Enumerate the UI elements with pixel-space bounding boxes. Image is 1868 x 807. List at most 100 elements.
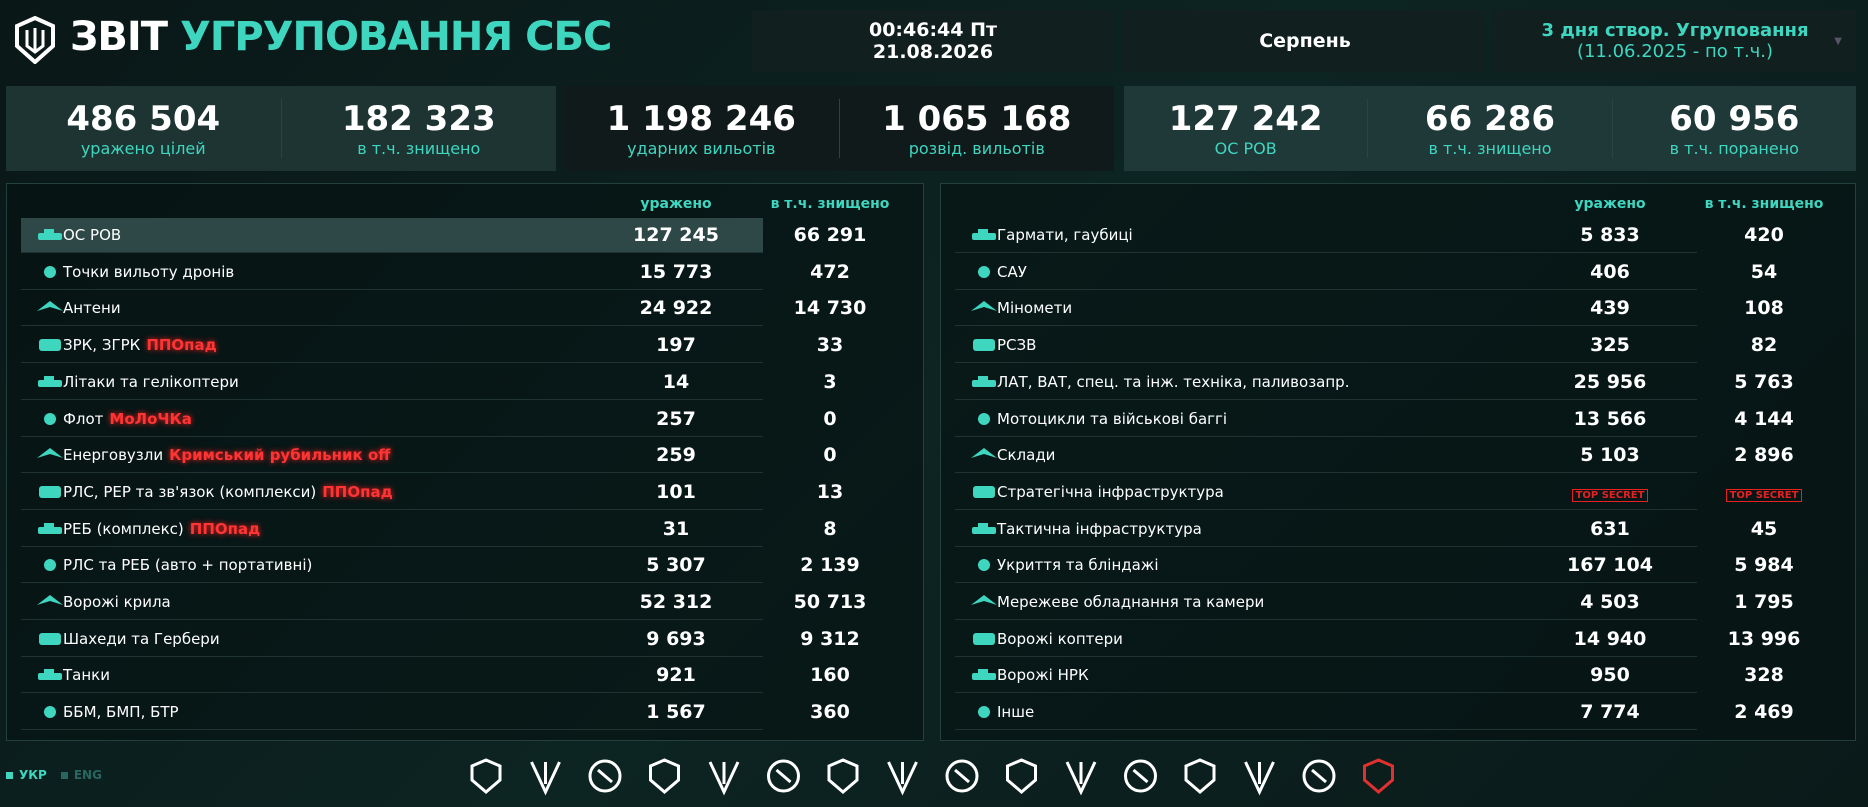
unit-logo[interactable] <box>1065 761 1097 796</box>
row-name: Склади <box>997 446 1055 464</box>
value-cell: 7 774 <box>1580 701 1640 724</box>
month-select[interactable]: Серпень <box>1124 10 1486 72</box>
unit-logo[interactable] <box>1302 759 1336 793</box>
stat-label: в т.ч. поранено <box>1669 139 1799 158</box>
row-name: Стратегічна інфраструктура <box>997 483 1224 501</box>
lang-dot <box>60 772 68 779</box>
row-name: Міномети <box>997 299 1072 317</box>
stat-value: 182 323 <box>341 99 496 139</box>
table-row: ББМ, БМП, БТР 1 567 360 <box>21 695 850 731</box>
unit-logo[interactable] <box>1184 758 1216 794</box>
row-label: Укриття та бліндажі <box>997 556 1159 575</box>
row-label: Міномети <box>997 299 1073 318</box>
unit-logo[interactable] <box>1124 759 1157 793</box>
row-icon <box>972 375 996 387</box>
value-cell: 5 763 <box>1734 370 1794 393</box>
row-icon <box>37 301 63 312</box>
stat-value: 486 504 <box>66 99 221 139</box>
value-cell: 14 730 <box>793 297 867 320</box>
unit-logo[interactable] <box>767 759 800 793</box>
row-icon <box>972 522 996 534</box>
row-icon <box>38 669 62 681</box>
row-icon <box>978 412 990 425</box>
value-cell: 257 <box>656 407 696 430</box>
row-label: САУ <box>997 262 1027 281</box>
value-cell: 31 <box>662 517 690 540</box>
row-tag: ППОпад <box>189 519 261 538</box>
lang-option[interactable]: ENG <box>60 768 102 782</box>
period-select[interactable]: 3 дня створ. Угруповання (11.06.2025 - по… <box>1494 10 1856 72</box>
unit-logo[interactable] <box>708 761 740 796</box>
period-range: (11.06.2025 - по т.ч.) <box>1576 41 1774 62</box>
row-icon <box>973 339 995 352</box>
right-panel: уражено в т.ч. знищено Гармати, гаубиці 5 8… <box>940 183 1856 741</box>
table-row: Укриття та бліндажі 167 104 5 984 <box>955 548 1794 584</box>
column-header: уражено <box>1574 196 1646 212</box>
value-cell: 950 <box>1590 664 1630 687</box>
stat-label: ОС РОВ <box>1214 139 1277 158</box>
value-cell: 13 996 <box>1727 627 1801 650</box>
stat: 60 956 в т.ч. поранено <box>1613 99 1856 158</box>
table-row: РЛС та РЕБ (авто + портативні) 5 307 2 139 <box>21 548 860 584</box>
row-name: Ворожі крила <box>63 593 171 611</box>
row-icon <box>44 412 56 425</box>
row-label: Мотоцикли та військові баггі <box>997 409 1228 428</box>
value-cell: 160 <box>810 664 850 687</box>
table-row: Інше 7 774 2 469 <box>955 695 1794 731</box>
row-name: Ворожі НРК <box>997 666 1089 684</box>
table-row: РЛС, РЕР та зв'язок (комплекси) ППОпад 101… <box>21 475 843 510</box>
row-label: РЕБ (комплекс) <box>63 519 184 538</box>
header-title: ЗВІТ УГРУПОВАННЯ СБС <box>70 14 612 60</box>
value-cell: 325 <box>1590 334 1630 357</box>
lang-dot <box>6 772 13 779</box>
value-cell: 2 469 <box>1734 701 1794 724</box>
time: 00:46:44 Пт <box>868 19 998 41</box>
date: 21.08.2026 <box>872 41 994 63</box>
unit-logo[interactable] <box>470 758 502 794</box>
stat-label: розвід. вильотів <box>908 139 1045 158</box>
row-icon <box>38 229 62 240</box>
value-cell: 2 896 <box>1734 444 1794 467</box>
table-row: Танки 921 160 <box>21 658 850 694</box>
row-name: Енерговузли Кримський рубильник off <box>63 446 390 464</box>
column-header: в т.ч. знищено <box>1704 196 1824 212</box>
table-row: Ворожі коптери 14 940 13 996 <box>955 622 1800 657</box>
row-label: РСЗВ <box>997 336 1037 355</box>
unit-logo[interactable] <box>945 759 979 793</box>
unit-logo[interactable] <box>1006 758 1037 794</box>
value-cell: 259 <box>656 444 696 467</box>
row-label: Флот <box>63 409 104 428</box>
stat: 182 323 в т.ч. знищено <box>282 99 557 158</box>
unit-logo[interactable] <box>588 759 622 793</box>
row-label: Літаки та гелікоптери <box>63 372 239 391</box>
table-row: САУ 406 54 <box>955 255 1777 290</box>
table-row: Ворожі НРК 950 328 <box>955 658 1784 694</box>
row-name: Інше <box>997 703 1034 721</box>
row-label: ОС РОВ <box>63 226 122 244</box>
row-tag: МоЛоЧКа <box>109 409 192 428</box>
value-cell: 14 <box>662 370 690 393</box>
value-cell: 472 <box>810 260 850 283</box>
row-label: ББМ, БМП, БТР <box>63 703 179 722</box>
value-cell: 50 713 <box>793 591 867 613</box>
unit-logo[interactable] <box>887 761 918 796</box>
value-cell: TOP SECRET <box>1535 481 1685 503</box>
unit-logo[interactable] <box>827 758 859 794</box>
lang-label: УКР <box>19 768 47 782</box>
row-name: ОС РОВ <box>63 226 121 244</box>
unit-logo[interactable] <box>649 758 680 794</box>
unit-logo[interactable] <box>1363 758 1394 794</box>
unit-logo[interactable] <box>530 761 561 796</box>
row-label: Антени <box>63 299 121 318</box>
unit-logo[interactable] <box>1244 761 1275 796</box>
row-icon <box>44 265 56 278</box>
value-cell: 0 <box>823 444 837 467</box>
row-name: Мотоцикли та військові баггі <box>997 410 1227 428</box>
row-icon <box>39 339 61 352</box>
row-icon <box>978 265 990 278</box>
value-cell: 127 245 <box>633 224 719 246</box>
column-header: уражено <box>640 196 712 212</box>
lang-option[interactable]: УКР <box>6 768 47 782</box>
row-label: Гармати, гаубиці <box>997 226 1133 244</box>
value-cell: 66 291 <box>793 224 867 246</box>
